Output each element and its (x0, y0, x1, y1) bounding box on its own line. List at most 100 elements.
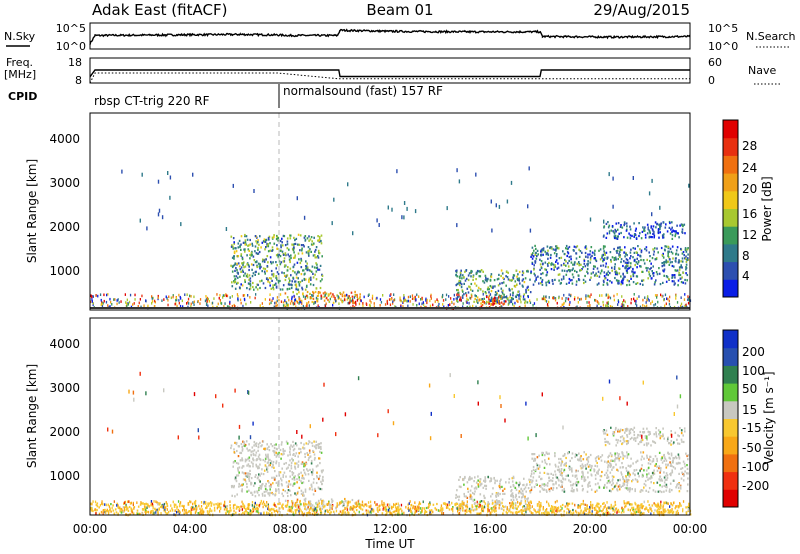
range-cell-158 (319, 462, 321, 465)
range-cell-326 (254, 475, 256, 478)
range-cell-1368 (614, 270, 617, 274)
range-cell-741 (482, 500, 484, 503)
range-cell-1418 (581, 251, 583, 254)
range-cell-246 (299, 281, 302, 284)
range-cell-245 (246, 275, 249, 278)
range-cell-1353 (137, 512, 139, 515)
range-cell-1976 (320, 297, 322, 300)
range-cell-503 (291, 280, 293, 283)
range-cell-1098 (563, 269, 566, 272)
range-cell-2113 (559, 473, 562, 476)
range-cell-380 (269, 249, 272, 252)
range-cell-199 (240, 489, 243, 492)
range-cell-1492 (618, 246, 620, 249)
range-cell-247 (318, 235, 321, 239)
range-cell-1329 (637, 253, 639, 257)
range-cell-1472 (126, 508, 128, 511)
range-cell-2202 (630, 301, 632, 305)
range-cell-1835 (576, 488, 578, 491)
range-cell-2035 (182, 305, 184, 308)
range-cell-1909 (352, 299, 354, 302)
range-cell-1701 (268, 302, 271, 306)
range-cell-1591 (636, 480, 639, 483)
range-cell-1936 (583, 479, 586, 482)
range-cell-37 (275, 451, 277, 454)
range-cell-1373 (613, 267, 616, 271)
range-cell-1805 (646, 454, 648, 457)
range-cell-1953 (543, 466, 546, 469)
range-cell-958 (647, 277, 649, 280)
range-cell-2487 (344, 507, 346, 510)
range-cell-710 (502, 276, 504, 280)
range-cell-794 (497, 494, 500, 497)
range-cell-1092 (560, 505, 562, 508)
range-cell-1952 (542, 488, 545, 491)
range-cell-350 (235, 282, 238, 285)
range-cell-429 (257, 283, 259, 286)
range-cell-754 (472, 499, 475, 502)
range-cell-741 (501, 282, 503, 285)
range-cell-845 (472, 275, 474, 278)
range-cell-1721 (219, 294, 221, 297)
range-cell-1104 (534, 244, 536, 247)
range-cell-1544 (548, 504, 550, 507)
range-cell-1163 (208, 502, 211, 505)
range-cell-622 (511, 477, 514, 480)
range-cell-1710 (541, 487, 544, 490)
range-cell-806 (489, 285, 492, 288)
range-cell-1041 (626, 269, 628, 273)
range-cell-448 (262, 440, 265, 443)
range-cell-302 (259, 280, 261, 283)
range-cell-1883 (577, 296, 579, 300)
range-cell-264 (244, 239, 247, 242)
range-cell-40 (244, 460, 247, 463)
range-cell-1395 (618, 267, 620, 270)
range-cell-1822 (393, 298, 396, 301)
power-cbar-tick-16: 16 (742, 207, 757, 221)
range-cell-692 (467, 274, 470, 277)
range-cell-2171 (129, 293, 132, 297)
range-cell-1917 (229, 296, 231, 299)
range-cell-44 (242, 465, 244, 468)
range-cell-1576 (623, 224, 625, 227)
range-cell-2409 (612, 176, 614, 181)
range-cell-437 (281, 241, 283, 244)
range-cell-2173 (532, 476, 535, 479)
range-cell-2122 (680, 477, 683, 480)
range-cell-1466 (203, 502, 205, 505)
range-cell-328 (236, 449, 238, 453)
range-cell-2033 (643, 482, 646, 486)
range-cell-982 (606, 272, 608, 275)
range-cell-981 (591, 505, 594, 508)
range-cell-1692 (561, 485, 563, 488)
range-cell-859 (495, 302, 497, 305)
range-cell-675 (473, 493, 476, 496)
range-cell-867 (503, 302, 506, 305)
range-cell-2131 (500, 305, 502, 308)
range-cell-778 (467, 291, 470, 294)
range-cell-2050 (608, 461, 611, 465)
range-cell-1163 (684, 282, 687, 285)
range-cell-858 (339, 510, 342, 513)
range-cell-590 (357, 297, 359, 300)
range-cell-50 (233, 250, 236, 253)
range-cell-273 (317, 268, 319, 271)
range-cell-2258 (168, 295, 170, 299)
range-cell-296 (234, 460, 236, 463)
range-cell-2036 (669, 464, 672, 467)
range-cell-131 (272, 261, 274, 264)
range-cell-2324 (626, 442, 628, 446)
range-cell-1482 (618, 272, 621, 275)
range-cell-1503 (620, 260, 622, 264)
range-cell-543 (306, 290, 309, 294)
range-cell-2230 (412, 303, 414, 306)
range-cell-1001 (589, 261, 592, 264)
range-cell-1812 (586, 463, 589, 466)
range-cell-744 (460, 283, 463, 286)
range-cell-698 (475, 295, 477, 298)
range-cell-109 (294, 442, 297, 445)
range-cell-1681 (626, 456, 629, 459)
range-cell-2017 (579, 457, 582, 460)
range-cell-1550 (653, 234, 656, 237)
range-cell-1350 (636, 266, 638, 269)
